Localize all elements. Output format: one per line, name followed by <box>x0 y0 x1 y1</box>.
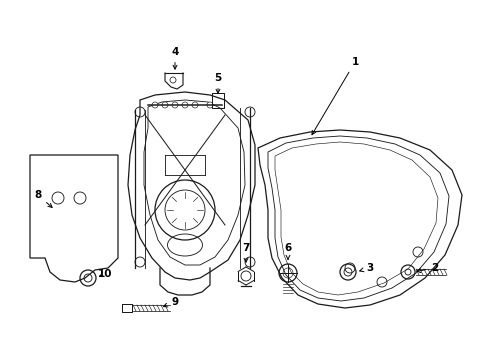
Text: 2: 2 <box>416 263 438 273</box>
Text: 7: 7 <box>242 243 249 262</box>
Text: 10: 10 <box>98 269 112 279</box>
Circle shape <box>206 102 213 108</box>
Circle shape <box>162 102 168 108</box>
Text: 6: 6 <box>284 243 291 259</box>
Circle shape <box>172 102 178 108</box>
Text: 4: 4 <box>171 47 178 69</box>
Circle shape <box>182 102 187 108</box>
Text: 3: 3 <box>359 263 373 273</box>
Circle shape <box>192 102 198 108</box>
Text: 5: 5 <box>214 73 221 93</box>
Text: 1: 1 <box>311 57 358 135</box>
Text: 9: 9 <box>163 297 178 307</box>
Text: 8: 8 <box>34 190 52 207</box>
Circle shape <box>152 102 158 108</box>
